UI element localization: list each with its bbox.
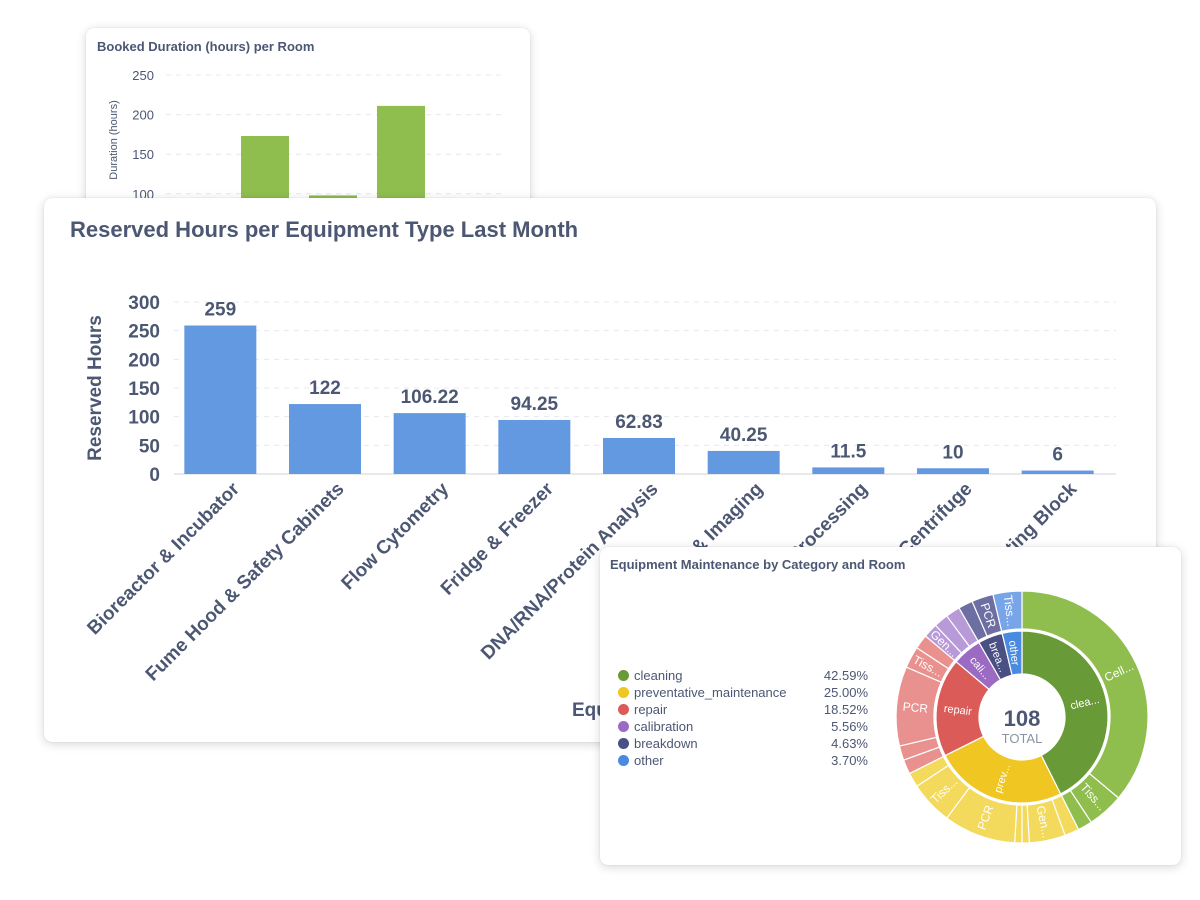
total-value: 108 — [1004, 706, 1041, 731]
legend-name: other — [634, 753, 664, 768]
legend-item[interactable]: preventative_maintenance 25.00% — [618, 684, 868, 701]
data-label: 259 — [204, 300, 236, 321]
inner-ring-segment — [1021, 630, 1109, 795]
bar — [707, 450, 780, 474]
legend-name: repair — [634, 702, 668, 717]
x-tick-label: Fridge & Freezer — [437, 478, 558, 599]
legend-name: breakdown — [634, 736, 698, 751]
legend-item[interactable]: cleaning 42.59% — [618, 667, 868, 684]
legend-percent: 25.00% — [823, 685, 868, 700]
legend-swatch — [618, 687, 629, 698]
legend-name: preventative_maintenance — [634, 685, 787, 700]
y-tick-label: 200 — [132, 108, 154, 123]
y-tick-label: 50 — [139, 436, 160, 457]
data-label: 11.5 — [830, 441, 866, 462]
legend-percent: 42.59% — [823, 668, 868, 683]
bar — [289, 404, 361, 474]
bar — [603, 437, 675, 474]
y-tick-label: 150 — [128, 379, 160, 400]
legend-swatch — [618, 721, 629, 732]
legend-swatch — [618, 704, 629, 715]
outer-ring-segment — [1021, 590, 1149, 799]
data-label: 6 — [1052, 445, 1063, 466]
legend-name: cleaning — [634, 668, 683, 683]
legend-percent: 5.56% — [831, 719, 868, 734]
y-axis-label: Reserved Hours — [85, 315, 106, 461]
inner-ring-label: other — [1006, 640, 1021, 667]
outer-ring-label: Gen... — [1033, 804, 1053, 839]
inner-ring-label: repair — [943, 703, 973, 718]
reserved-hours-title[interactable]: Reserved Hours per Equipment Type Last M… — [70, 217, 579, 242]
data-label: 62.83 — [615, 412, 663, 433]
bar — [1021, 470, 1094, 474]
y-tick-label: 100 — [128, 408, 160, 429]
bar — [498, 419, 571, 474]
y-tick-label: 250 — [132, 68, 154, 83]
inner-ring-segment — [1001, 630, 1023, 676]
total-label: TOTAL — [1002, 731, 1043, 746]
y-axis-label: Duration (hours) — [108, 100, 120, 179]
legend-item[interactable]: calibration 5.56% — [618, 718, 868, 735]
data-label: 94.25 — [511, 394, 559, 415]
legend-percent: 3.70% — [831, 753, 868, 768]
legend-item[interactable]: other 3.70% — [618, 752, 868, 769]
data-label: 106.22 — [401, 387, 459, 408]
legend-percent: 18.52% — [823, 702, 868, 717]
data-label: 10 — [942, 442, 963, 463]
bar — [393, 413, 466, 474]
maintenance-card: Equipment Maintenance by Category and Ro… — [600, 547, 1181, 865]
data-label: 122 — [309, 378, 341, 399]
outer-ring-label: PCR — [902, 700, 929, 716]
maintenance-title[interactable]: Equipment Maintenance by Category and Ro… — [610, 557, 906, 572]
y-tick-label: 300 — [128, 293, 160, 314]
outer-ring-label: Tiss... — [1001, 594, 1019, 627]
legend-swatch — [618, 670, 629, 681]
booked-duration-title[interactable]: Booked Duration (hours) per Room — [97, 39, 315, 54]
data-label: 40.25 — [720, 425, 768, 446]
bar — [917, 468, 989, 474]
y-tick-label: 0 — [149, 465, 160, 486]
legend-item[interactable]: breakdown 4.63% — [618, 735, 868, 752]
bar — [812, 467, 885, 474]
bar — [184, 325, 257, 474]
legend-swatch — [618, 755, 629, 766]
legend-percent: 4.63% — [831, 736, 868, 751]
y-tick-label: 200 — [128, 350, 160, 371]
legend-swatch — [618, 738, 629, 749]
x-tick-label: Fume Hood & Safety Cabinets — [142, 479, 349, 686]
maintenance-sunburst-chart: Cell...Tiss...Gen...PCRTiss...PCRTiss...… — [895, 590, 1149, 844]
outer-ring-segment — [992, 590, 1023, 633]
y-tick-label: 150 — [132, 147, 154, 162]
y-tick-label: 250 — [128, 322, 160, 343]
x-tick-label: Flow Cytometry — [338, 478, 454, 594]
legend-item[interactable]: repair 18.52% — [618, 701, 868, 718]
legend-name: calibration — [634, 719, 694, 734]
inner-ring-segment — [944, 735, 1062, 804]
x-axis-label: Equ — [572, 700, 608, 721]
maintenance-legend: cleaning 42.59% preventative_maintenance 25… — [618, 667, 868, 769]
